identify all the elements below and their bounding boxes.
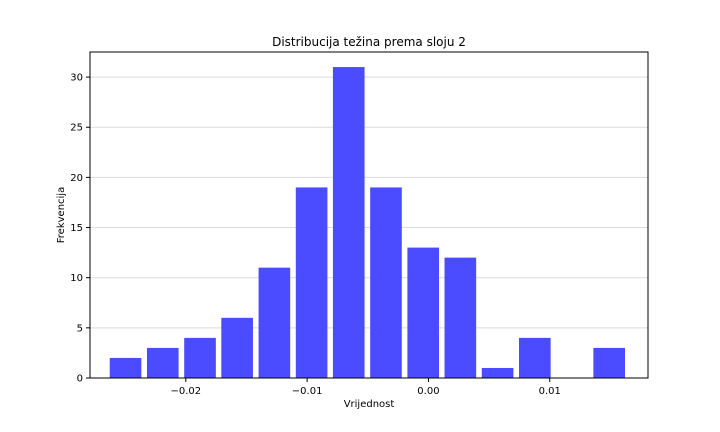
- y-tick-label: 10: [70, 273, 83, 284]
- y-tick-label: 20: [70, 173, 83, 184]
- grid-lines: [90, 76, 648, 329]
- histogram-bar: [184, 337, 216, 378]
- histogram-bar: [221, 317, 253, 378]
- x-tick-label: 0.01: [539, 386, 561, 397]
- histogram-bar: [444, 257, 477, 378]
- histogram-bar: [332, 67, 365, 379]
- histogram-bar: [295, 187, 328, 378]
- y-axis-label: Frekvencija: [56, 187, 67, 243]
- histogram-bar: [370, 187, 402, 378]
- chart-title: Distribucija težina prema sloju 2: [272, 35, 466, 49]
- bars-group: [109, 67, 625, 379]
- y-tick-label: 0: [77, 374, 83, 385]
- histogram-bar: [146, 347, 179, 378]
- y-tick-label: 15: [70, 223, 83, 234]
- histogram-bar: [109, 357, 142, 378]
- x-tick-label: −0.02: [171, 386, 202, 397]
- x-axis-ticks: −0.02 −0.01 0.00 0.01: [171, 378, 561, 397]
- histogram-bar: [519, 337, 551, 378]
- x-tick-label: −0.01: [292, 386, 323, 397]
- histogram-bar: [481, 367, 514, 378]
- histogram-bar: [407, 247, 440, 378]
- histogram-bar: [593, 347, 625, 378]
- y-axis-ticks: 0 5 10 15 20 25 30: [70, 73, 90, 385]
- y-tick-label: 25: [70, 123, 83, 134]
- x-axis-label: Vrijednost: [344, 399, 395, 410]
- x-tick-label: 0.00: [417, 386, 439, 397]
- y-tick-label: 30: [70, 73, 83, 84]
- histogram-bar: [258, 267, 291, 378]
- y-tick-label: 5: [77, 323, 83, 334]
- plot-frame: [89, 51, 649, 379]
